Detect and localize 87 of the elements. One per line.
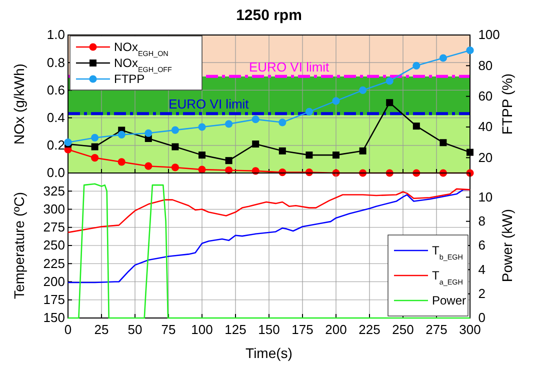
legend-label: NOx$_{EGH_OFF}$: [114, 56, 173, 74]
point: [386, 77, 394, 85]
point: [198, 152, 206, 159]
point: [252, 116, 260, 124]
y2-tick-label: 8: [478, 213, 486, 228]
y2-axis-title: FTPP (%): [499, 73, 515, 135]
point: [332, 152, 340, 159]
x-tick-label: 50: [128, 322, 142, 337]
y-tick-label: 300: [43, 201, 65, 216]
y-axis-title: NOx (g/kWh): [11, 64, 27, 144]
point: [171, 164, 179, 172]
point: [466, 46, 474, 54]
y2-tick-label: 20: [478, 150, 493, 165]
point: [278, 147, 286, 154]
point: [386, 99, 394, 106]
y2-tick-label: 10: [478, 189, 493, 204]
y-tick-label: 225: [43, 256, 65, 271]
point: [359, 86, 367, 94]
x-tick-label: 275: [426, 322, 448, 337]
x-tick-label: 225: [358, 322, 380, 337]
y-axis-title: Temperature (ºC): [11, 192, 27, 300]
point: [198, 166, 206, 174]
point: [412, 62, 420, 70]
point: [412, 122, 420, 130]
point: [91, 143, 98, 150]
y2-tick-label: 4: [478, 262, 486, 277]
x-tick-label: 175: [292, 322, 314, 337]
x-axis-title: Time(s): [246, 345, 292, 361]
y2-tick-label: 2: [478, 286, 486, 301]
y-tick-label: 175: [43, 292, 65, 308]
point: [91, 134, 99, 142]
chart-title: 1250 rpm: [236, 7, 302, 24]
point: [332, 97, 340, 105]
x-tick-label: 100: [191, 322, 213, 337]
point: [440, 139, 447, 146]
y-tick-label: 200: [43, 274, 65, 289]
y2-tick-label: 80: [478, 58, 493, 73]
point: [466, 148, 474, 156]
y2-tick-label: 0: [478, 310, 486, 326]
x-tick-label: 200: [325, 322, 347, 337]
x-tick-label: 250: [392, 322, 414, 337]
y2-tick-label: 40: [478, 119, 493, 134]
legend-label: T$_{b_EGH}$: [432, 244, 463, 261]
y2-tick-label: 100: [478, 27, 500, 42]
y-tick-label: 1.0: [46, 27, 65, 42]
point: [439, 54, 447, 62]
y-tick-label: 0.4: [46, 110, 65, 125]
y-tick-label: 0.0: [46, 165, 65, 180]
point: [225, 120, 233, 128]
point: [144, 129, 152, 137]
ref-line-label: EURO VI limit: [168, 96, 250, 112]
point: [198, 123, 206, 131]
point: [144, 162, 152, 170]
legend-label: FTPP: [114, 72, 145, 86]
legend-label: Power: [432, 294, 466, 308]
point: [118, 158, 126, 166]
y2-tick-label: 6: [478, 238, 486, 253]
point: [278, 118, 286, 126]
y-tick-label: 325: [43, 183, 65, 198]
y-tick-label: 0.8: [46, 54, 65, 70]
y-tick-label: 150: [43, 310, 65, 326]
point: [306, 152, 313, 159]
y2-tick-label: 60: [478, 88, 493, 104]
y2-axis-title: Power (kW): [499, 208, 515, 282]
point: [305, 108, 313, 116]
legend-label: NOx$_{EGH_ON}$: [114, 40, 168, 58]
y-tick-label: 275: [43, 220, 65, 235]
ref-line-label: EURO VI limit: [249, 59, 330, 74]
x-tick-label: 25: [94, 322, 109, 337]
y-tick-label: 250: [43, 238, 65, 253]
x-tick-label: 150: [258, 322, 280, 337]
point: [91, 154, 99, 162]
point: [171, 126, 179, 134]
x-tick-label: 0: [64, 322, 72, 337]
line-series: [67, 188, 471, 234]
line-series: [67, 183, 471, 319]
x-tick-label: 300: [459, 322, 481, 337]
point: [118, 130, 126, 138]
point: [225, 157, 232, 164]
x-tick-label: 75: [161, 322, 176, 337]
y-tick-label: 0.2: [46, 138, 65, 153]
legend-label: T$_{a_EGH}$: [432, 268, 463, 286]
point: [359, 147, 366, 154]
point: [252, 140, 260, 148]
x-tick-label: 125: [224, 322, 246, 337]
y-tick-label: 0.6: [46, 82, 65, 98]
point: [172, 143, 179, 150]
